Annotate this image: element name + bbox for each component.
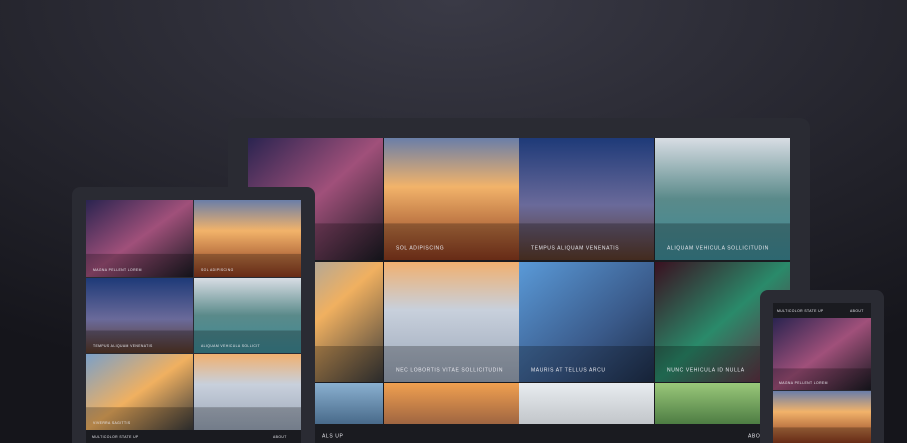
tile-caption: SOL ADIPISCING: [201, 268, 234, 272]
tile-caption: MAGNA PELLENT LOREM: [93, 268, 142, 272]
tile-caption: MAGNA PELLENT LOREM: [779, 381, 828, 385]
tile-shade: [773, 427, 871, 443]
tile-shade: [655, 223, 790, 260]
tile-caption: TEMPUS ALIQUAM VENENATIS: [531, 245, 619, 251]
photo-tile: [655, 138, 790, 260]
tile-caption: SOL ADIPISCING: [396, 245, 444, 251]
photo-tile: [384, 138, 519, 260]
footer-brand: ALS UP: [322, 433, 343, 439]
photo-tile: [86, 200, 193, 277]
header-nav: ABOUT: [850, 309, 864, 313]
photo-tile: [86, 354, 193, 430]
photo-tile: [194, 278, 301, 353]
tile-shade: [194, 407, 301, 430]
tile-shade: [519, 223, 654, 260]
tile-caption: ALIQUAM VEHICULA SOLLICIT: [201, 344, 260, 348]
tile-shade: [86, 407, 193, 430]
phone-header: [773, 303, 871, 318]
tile-shade: [194, 253, 301, 277]
photo-tile: [86, 278, 193, 353]
tile-shade: [773, 368, 871, 390]
tile-caption: NEC LOBORTIS VITAE SOLLICITUDIN: [396, 367, 503, 373]
tile-caption: NUNC VEHICULA ID NULLA: [667, 367, 745, 373]
photo-tile: [519, 138, 654, 260]
tile-shade: [519, 346, 654, 382]
tile-shade: [194, 330, 301, 353]
photo-tile: [773, 318, 871, 390]
tile-shade: [86, 330, 193, 353]
tile-caption: TEMPUS ALIQUAM VENENATIS: [93, 344, 153, 348]
photo-tile: [384, 262, 519, 382]
tile-caption: ALIQUAM VEHICULA SOLLICITUDIN: [667, 245, 769, 251]
footer-nav: ABO: [748, 433, 760, 439]
photo-tile: [194, 354, 301, 430]
footer-brand: MULTICOLOR STATE UP: [92, 435, 139, 439]
photo-tile: [194, 200, 301, 277]
tile-shade: [384, 346, 519, 382]
header-brand: MULTICOLOR STATE UP: [777, 309, 824, 313]
photo-tile: [773, 391, 871, 443]
tile-caption: VIVERRA SAGITTIS: [93, 421, 131, 425]
tile-shade: [384, 223, 519, 260]
tile-caption: MAURIS AT TELLUS ARCU: [531, 367, 606, 373]
monitor-footer: [248, 424, 790, 443]
tile-shade: [86, 253, 193, 277]
footer-nav: ABOUT: [273, 435, 287, 439]
photo-tile: [519, 262, 654, 382]
tablet-footer: [86, 430, 301, 443]
